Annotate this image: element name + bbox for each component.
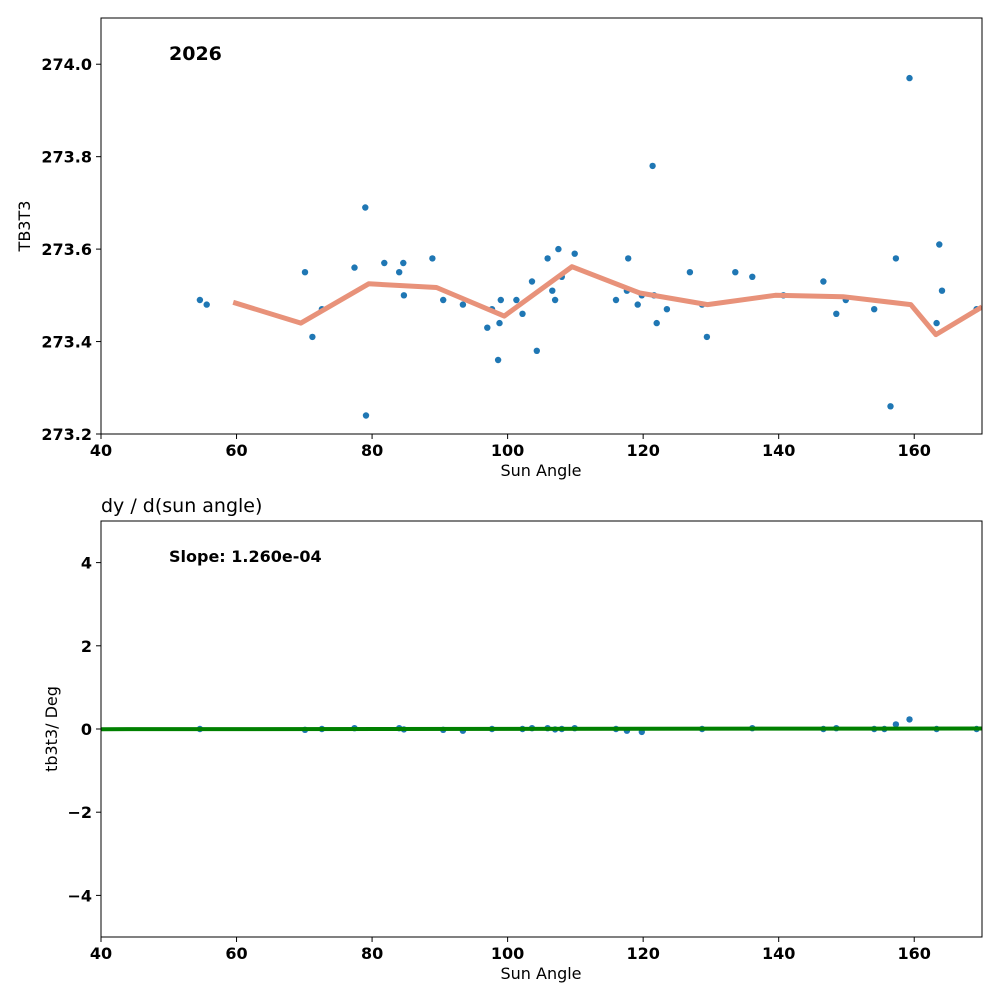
data-point <box>625 255 632 262</box>
x-tick-label: 120 <box>626 944 659 963</box>
x-tick-label: 60 <box>225 441 247 460</box>
y-tick-label: 273.8 <box>41 148 92 167</box>
data-point <box>906 74 913 82</box>
y-tick-label: 273.4 <box>41 333 92 352</box>
data-point <box>612 296 620 304</box>
data-point <box>936 241 943 248</box>
data-point <box>519 310 526 317</box>
x-tick-label: 80 <box>361 441 383 460</box>
data-point <box>887 403 894 410</box>
data-point <box>555 245 562 253</box>
data-point <box>351 264 358 271</box>
x-tick-label: 140 <box>762 441 795 460</box>
bottom-y-axis-label: tb3t3/ Deg <box>42 686 61 772</box>
data-point <box>892 255 900 262</box>
x-tick-label: 80 <box>361 944 383 963</box>
data-point <box>396 269 403 276</box>
data-point <box>544 255 551 262</box>
top-x-axis-label: Sun Angle <box>500 461 581 480</box>
binned-mean-line <box>232 264 982 338</box>
data-point <box>496 319 503 327</box>
data-point <box>497 296 504 304</box>
y-tick-label: 273.6 <box>41 240 92 259</box>
data-point <box>513 296 520 304</box>
top-chart-panel: 40 60 80 100 120 140 160 273.2 273.4 273.6 273.8 27… <box>15 17 983 480</box>
data-point <box>533 347 540 354</box>
data-point <box>440 296 447 304</box>
plot-frame <box>100 17 983 435</box>
data-point <box>649 162 656 170</box>
x-tick-label: 100 <box>491 944 524 963</box>
x-tick-label: 160 <box>898 441 931 460</box>
plot-data-layer <box>101 716 982 736</box>
data-point <box>749 273 756 280</box>
data-point <box>686 269 694 276</box>
data-point <box>528 278 536 285</box>
data-point <box>362 412 370 419</box>
y-tick-label: 2 <box>81 637 92 656</box>
data-point <box>400 292 408 299</box>
top-plot-area: 40 60 80 100 120 140 160 273.2 273.4 273.6 273.8 27… <box>41 17 983 460</box>
data-point <box>400 259 407 267</box>
linear-fit-line <box>101 726 982 732</box>
data-point <box>634 301 641 308</box>
x-tick-label: 120 <box>626 441 659 460</box>
y-tick-label: 274.0 <box>41 55 92 74</box>
x-tick-label: 40 <box>90 441 112 460</box>
data-point <box>381 259 388 267</box>
x-tick-label: 40 <box>90 944 112 963</box>
bottom-plot-area: 40 60 80 100 120 140 160 −4 −2 0 2 4 <box>67 520 983 963</box>
data-point <box>196 296 204 304</box>
data-point <box>732 269 739 276</box>
data-point <box>429 255 436 262</box>
data-point <box>871 306 878 313</box>
slope-annotation: Slope: 1.260e-04 <box>169 547 322 566</box>
top-y-axis-label: TB3T3 <box>15 201 34 253</box>
data-point <box>484 324 491 331</box>
data-point <box>551 296 559 304</box>
data-point <box>459 301 467 308</box>
data-point <box>938 287 946 294</box>
data-point <box>892 721 900 728</box>
data-point <box>203 301 210 308</box>
x-tick-label: 100 <box>491 441 524 460</box>
y-tick-label: 273.2 <box>41 425 92 444</box>
data-point <box>309 333 316 341</box>
data-point <box>653 319 660 327</box>
data-point <box>933 319 940 327</box>
x-tick-label: 140 <box>762 944 795 963</box>
x-tick-label: 160 <box>898 944 931 963</box>
data-point <box>549 287 556 294</box>
data-point <box>906 716 913 723</box>
data-point <box>301 269 309 276</box>
data-point <box>494 356 502 364</box>
data-point <box>703 333 711 341</box>
data-point <box>362 204 369 211</box>
top-year-annotation: 2026 <box>169 43 222 65</box>
plot-data-layer <box>196 74 982 419</box>
bottom-chart-title: dy / d(sun angle) <box>101 495 262 517</box>
data-point <box>833 310 840 317</box>
x-tick-label: 60 <box>225 944 247 963</box>
y-tick-label: −4 <box>67 886 92 905</box>
bottom-chart-panel: dy / d(sun angle) 40 60 80 100 120 140 160−4−2… <box>42 495 983 983</box>
y-tick-label: 4 <box>81 554 92 573</box>
data-point <box>820 278 827 285</box>
y-tick-label: 0 <box>81 720 92 739</box>
bottom-x-axis-label: Sun Angle <box>500 964 581 983</box>
data-point <box>663 306 671 313</box>
y-tick-label: −2 <box>67 803 92 822</box>
data-point <box>571 250 578 257</box>
